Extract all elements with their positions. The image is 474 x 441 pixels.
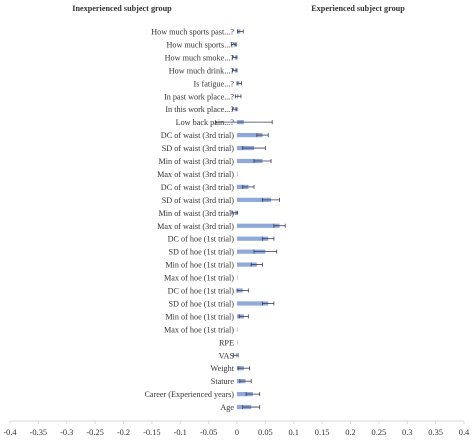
category-label: How much sports past...? bbox=[151, 28, 234, 37]
x-tick-label: 0.4 bbox=[459, 428, 470, 437]
bar bbox=[237, 392, 253, 397]
category-label: How much sports...? bbox=[166, 40, 234, 49]
error-bar bbox=[230, 42, 237, 47]
category-label: DC of hoe (1st trial) bbox=[168, 287, 235, 296]
category-label: SD of waist (3rd trial) bbox=[162, 196, 235, 205]
x-tick-label: 0.35 bbox=[428, 428, 443, 437]
bar bbox=[237, 133, 263, 138]
error-bar bbox=[232, 55, 238, 60]
x-tick-label: -0.1 bbox=[174, 428, 187, 437]
bar bbox=[237, 236, 269, 241]
x-tick-label: 0.15 bbox=[315, 428, 330, 437]
category-label: Is fatigue...? bbox=[194, 79, 235, 88]
category-label: Age bbox=[220, 403, 234, 412]
bar bbox=[237, 262, 257, 267]
category-label: Min of hoe (1st trial) bbox=[165, 261, 234, 270]
x-tick-label: -0.2 bbox=[117, 428, 130, 437]
bar bbox=[237, 275, 238, 280]
bar bbox=[237, 327, 238, 332]
error-bar bbox=[236, 81, 242, 86]
category-label: DC of hoe (1st trial) bbox=[168, 235, 235, 244]
error-bar bbox=[242, 146, 266, 151]
bars bbox=[233, 29, 280, 410]
error-bar bbox=[262, 197, 280, 202]
error-bar bbox=[238, 314, 249, 319]
category-label: SD of waist (3rd trial) bbox=[162, 144, 235, 153]
error-bar bbox=[242, 405, 261, 410]
left-group-header: Inexperienced subject group bbox=[72, 4, 172, 13]
category-label: Stature bbox=[211, 377, 235, 386]
category-label: DC of waist (3rd trial) bbox=[161, 131, 234, 140]
error-bar bbox=[215, 120, 273, 125]
error-bar bbox=[232, 107, 238, 112]
error-bar bbox=[242, 184, 255, 189]
category-label: Career (Experienced years) bbox=[144, 390, 234, 399]
error-bar bbox=[262, 236, 275, 241]
bar bbox=[237, 158, 263, 164]
error-bars bbox=[215, 29, 286, 410]
x-tick-label: -0.05 bbox=[200, 428, 217, 437]
category-label: Max of hoe (1st trial) bbox=[164, 274, 234, 283]
error-bar bbox=[231, 210, 238, 215]
x-tick-label: -0.25 bbox=[86, 428, 103, 437]
category-label: Min of hoe (1st trial) bbox=[165, 312, 234, 321]
bar bbox=[237, 301, 269, 306]
x-tick-label: 0.05 bbox=[258, 428, 273, 437]
bar bbox=[237, 223, 280, 228]
error-bar bbox=[250, 262, 263, 267]
x-tick-label: -0.4 bbox=[3, 428, 17, 437]
bar bbox=[237, 340, 238, 345]
category-label: In past work place...? bbox=[164, 92, 234, 101]
category-label: VAS bbox=[219, 351, 235, 360]
bar bbox=[237, 197, 272, 202]
x-tick-label: -0.35 bbox=[30, 428, 47, 437]
error-bar bbox=[233, 353, 239, 358]
category-label: Low back pain...? bbox=[176, 118, 235, 127]
category-label: Max of waist (3rd trial) bbox=[157, 222, 234, 231]
category-label: SD of hoe (1st trial) bbox=[169, 248, 235, 257]
category-label: Min of waist (3rd trial) bbox=[159, 157, 235, 166]
x-axis-ticks: -0.4 -0.35 -0.3 -0.25 -0.2 -0.15 -0.1 -0.05 0 0.0… bbox=[3, 421, 470, 437]
x-tick-label: 0.3 bbox=[402, 428, 412, 437]
category-label: Weight bbox=[211, 364, 235, 373]
error-bar bbox=[253, 159, 272, 163]
x-tick-label: -0.15 bbox=[143, 428, 160, 437]
x-tick-label: 0.2 bbox=[345, 428, 355, 437]
category-label: Max of hoe (1st trial) bbox=[164, 325, 234, 334]
error-bar bbox=[245, 392, 261, 397]
x-tick-label: 0 bbox=[235, 428, 239, 437]
category-label: DC of waist (3rd trial) bbox=[161, 183, 234, 192]
x-tick-label: 0.25 bbox=[372, 428, 387, 437]
category-label: In this work place...? bbox=[165, 105, 234, 114]
category-label: Min of waist (3rd trial) bbox=[159, 209, 235, 218]
error-bar bbox=[262, 301, 275, 306]
category-label: SD of hoe (1st trial) bbox=[169, 299, 235, 308]
error-bar bbox=[273, 223, 286, 228]
category-label: How much smoke...? bbox=[165, 53, 235, 62]
error-bar bbox=[232, 68, 238, 73]
error-bar bbox=[256, 133, 269, 138]
error-bar bbox=[237, 29, 244, 34]
x-tick-label: -0.3 bbox=[60, 428, 73, 437]
error-bar bbox=[234, 94, 242, 99]
error-bar bbox=[236, 288, 249, 293]
bar bbox=[237, 171, 238, 177]
right-group-header: Experienced subject group bbox=[311, 4, 405, 13]
error-bar bbox=[239, 379, 252, 384]
x-tick-label: 0.1 bbox=[289, 428, 299, 437]
category-label: RPE bbox=[219, 338, 234, 347]
error-bar bbox=[253, 249, 278, 254]
category-labels: How much sports past...? How much sports.… bbox=[144, 28, 234, 413]
category-label: Max of waist (3rd trial) bbox=[157, 170, 234, 179]
error-bar bbox=[237, 366, 250, 371]
bar bbox=[237, 249, 266, 254]
category-label: How much drink...? bbox=[169, 66, 235, 75]
